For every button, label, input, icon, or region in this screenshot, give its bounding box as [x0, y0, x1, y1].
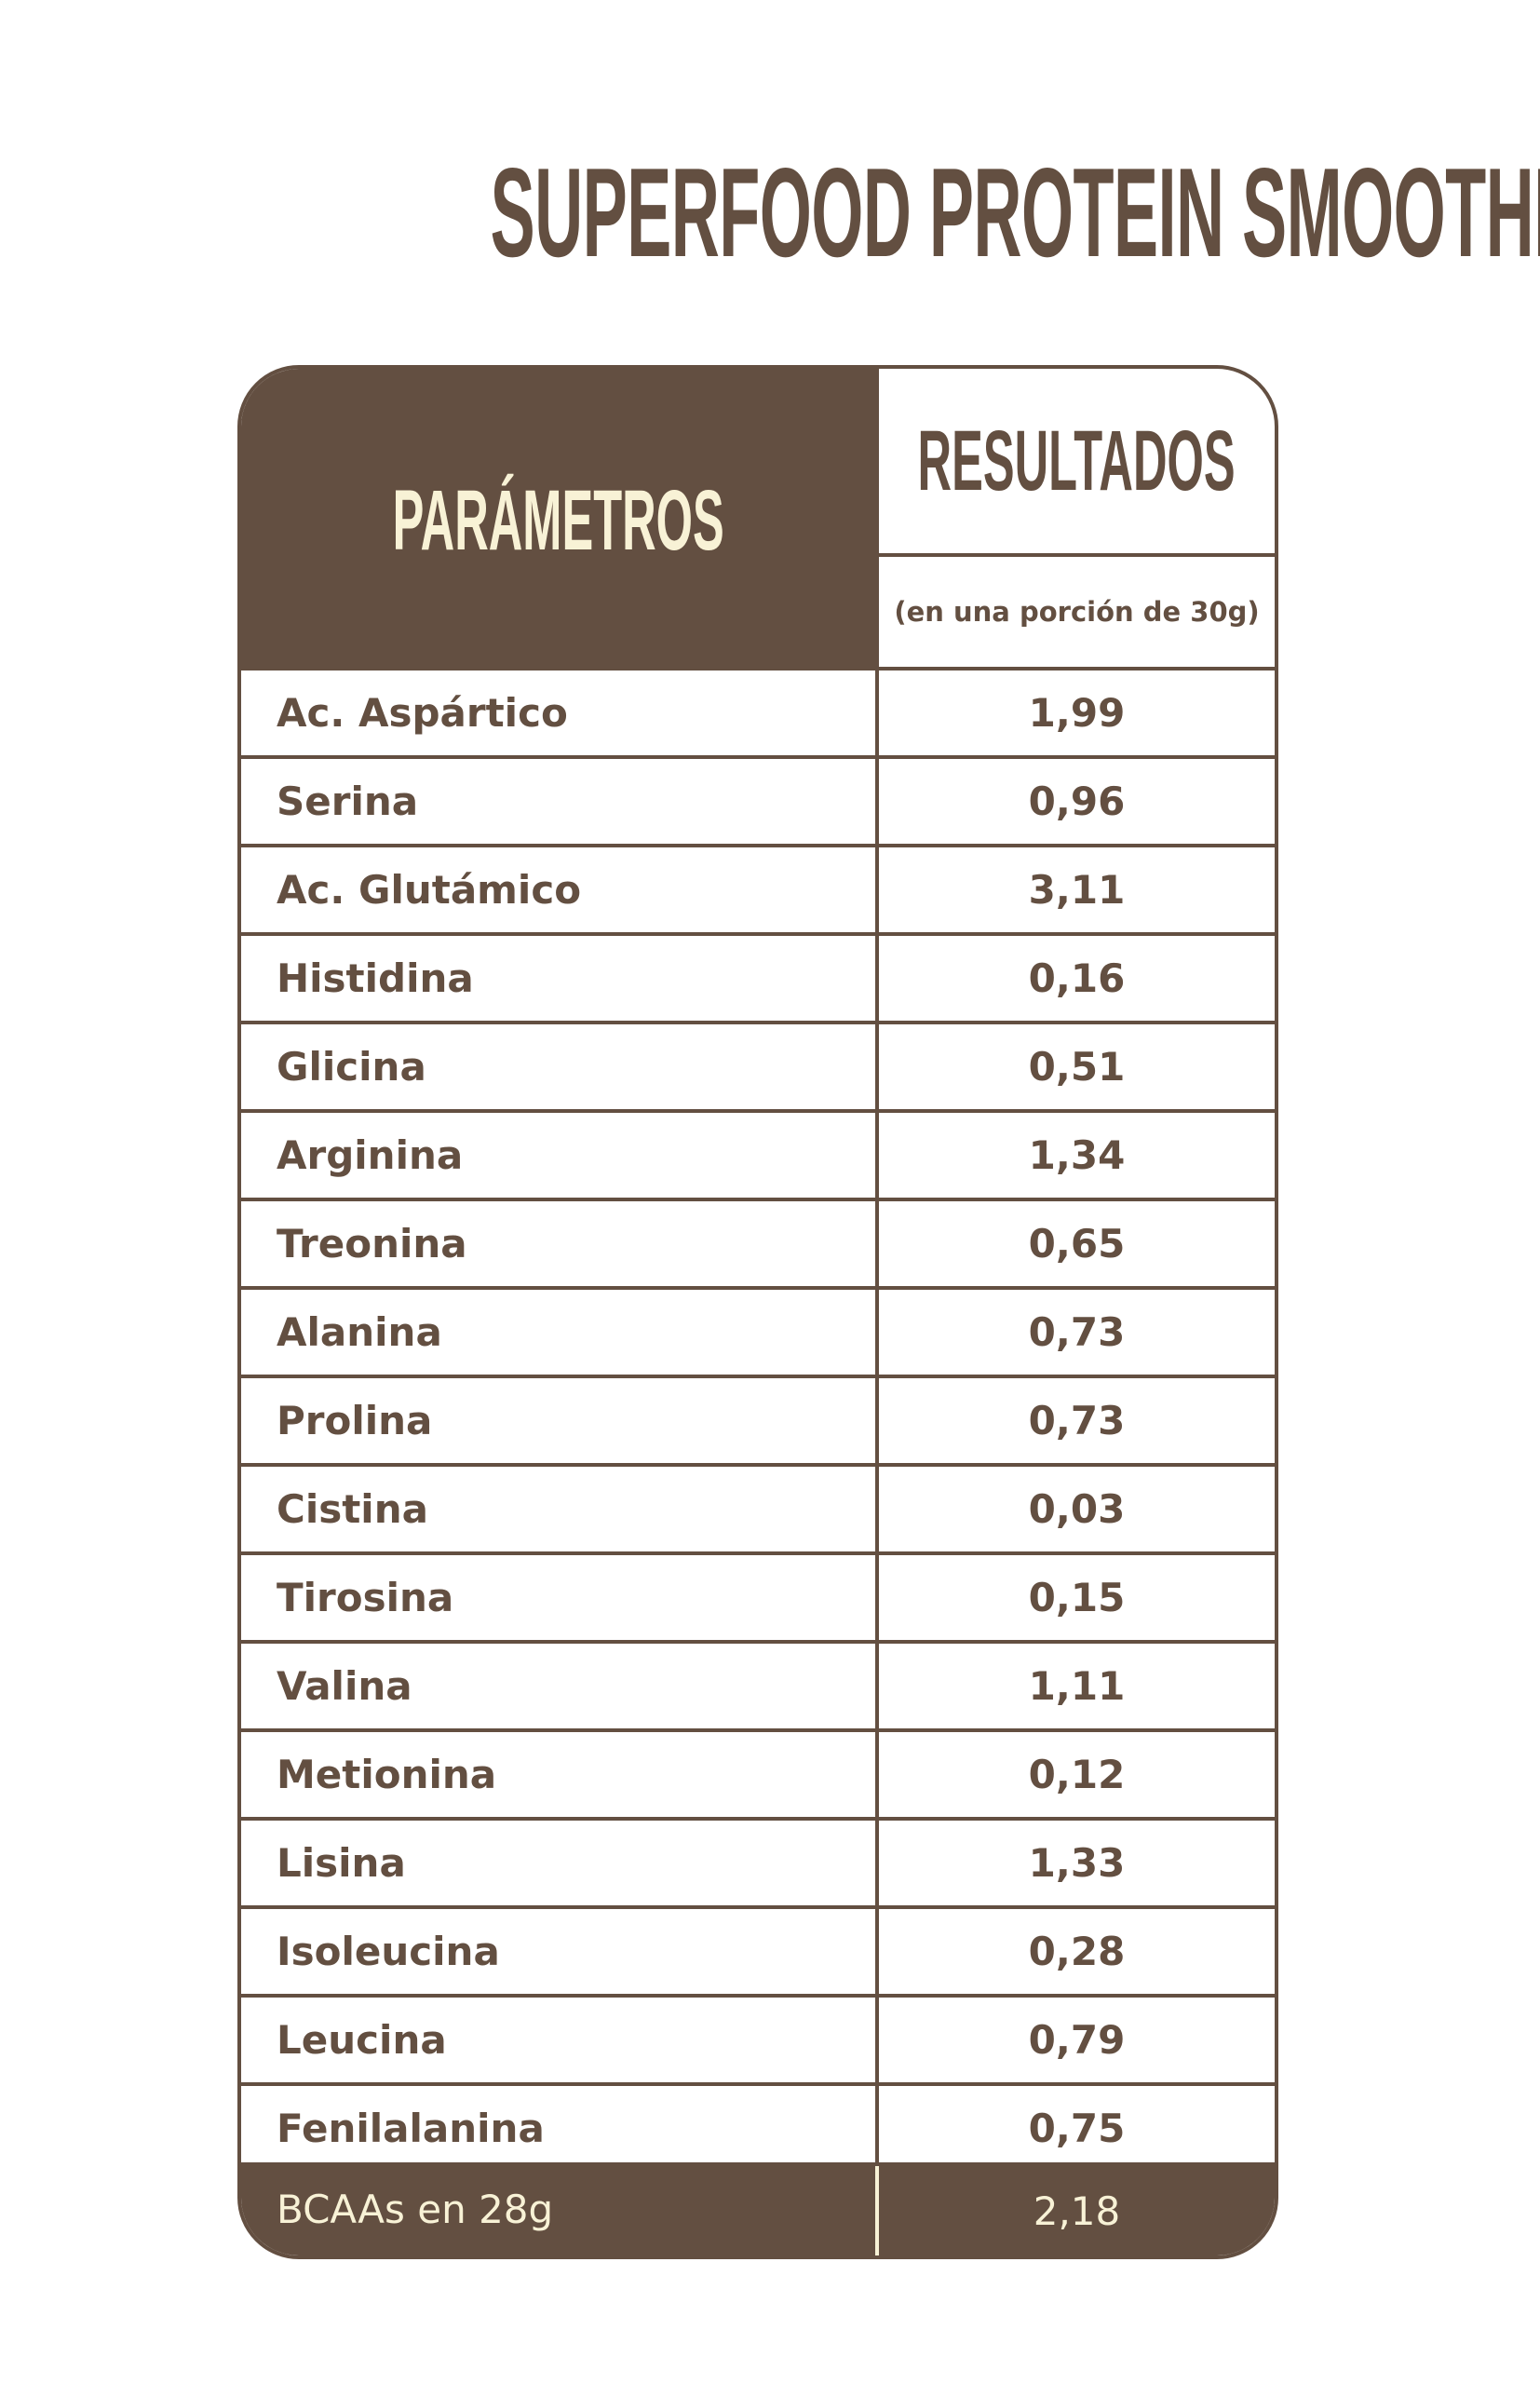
row-name: Histidina: [277, 955, 474, 1001]
title-container: SUPERFOOD PROTEIN SMOOTHIE: [0, 149, 1540, 276]
row-value: 0,79: [875, 1998, 1275, 2082]
table-row: Ac. Glutámico 3,11: [241, 844, 1275, 932]
table-row: Histidina 0,16: [241, 932, 1275, 1021]
row-name: Ac. Glutámico: [277, 867, 582, 913]
header-parameters: PARÁMETROS: [392, 473, 724, 568]
row-value: 1,99: [875, 670, 1275, 755]
row-name: Arginina: [277, 1132, 464, 1178]
row-value: 0,15: [875, 1555, 1275, 1640]
row-name: Lisina: [277, 1840, 406, 1886]
row-value: 0,96: [875, 759, 1275, 844]
header-results-cell: RESULTADOS: [875, 369, 1275, 557]
table-row: Glicina 0,51: [241, 1021, 1275, 1109]
row-name: Fenilalanina: [277, 2106, 545, 2151]
row-name: Metionina: [277, 1752, 497, 1797]
row-name: Valina: [277, 1663, 412, 1709]
table-row: Valina 1,11: [241, 1640, 1275, 1728]
header-results-subtitle: (en una porción de 30g): [875, 557, 1275, 667]
table-row: Arginina 1,34: [241, 1109, 1275, 1198]
footer-name: BCAAs en 28g: [277, 2186, 554, 2232]
row-value: 1,34: [875, 1113, 1275, 1198]
table-body: Ac. Aspártico 1,99 Serina 0,96 Ac. Glutámico…: [241, 667, 1275, 2171]
footer-value: 2,18: [875, 2166, 1275, 2255]
row-name: Leucina: [277, 2017, 447, 2063]
row-name: Alanina: [277, 1309, 442, 1355]
row-value: 1,11: [875, 1644, 1275, 1728]
row-value: 0,75: [875, 2086, 1275, 2171]
table-row: Alanina 0,73: [241, 1286, 1275, 1375]
table-row: Prolina 0,73: [241, 1375, 1275, 1463]
table-row: Lisina 1,33: [241, 1817, 1275, 1905]
table-row: Fenilalanina 0,75: [241, 2082, 1275, 2171]
table-row: Metionina 0,12: [241, 1728, 1275, 1817]
table-row: Leucina 0,79: [241, 1994, 1275, 2082]
table-row: Isoleucina 0,28: [241, 1905, 1275, 1994]
row-value: 0,73: [875, 1378, 1275, 1463]
row-name: Cistina: [277, 1486, 428, 1532]
row-value: 0,73: [875, 1290, 1275, 1375]
row-name: Prolina: [277, 1398, 433, 1443]
row-name: Glicina: [277, 1044, 426, 1090]
row-name: Tirosina: [277, 1575, 454, 1620]
row-value: 0,28: [875, 1909, 1275, 1994]
row-value: 0,12: [875, 1732, 1275, 1817]
amino-acid-table: PARÁMETROS RESULTADOS (en una porción de…: [237, 365, 1278, 2259]
row-value: 3,11: [875, 847, 1275, 932]
row-value: 0,03: [875, 1467, 1275, 1551]
row-name: Ac. Aspártico: [277, 690, 568, 736]
row-value: 1,33: [875, 1821, 1275, 1905]
row-name: Serina: [277, 779, 419, 824]
row-name: Isoleucina: [277, 1929, 500, 1974]
table-footer-row: BCAAs en 28g 2,18: [241, 2162, 1275, 2255]
row-value: 0,16: [875, 936, 1275, 1021]
table-row: Serina 0,96: [241, 755, 1275, 844]
table-row: Treonina 0,65: [241, 1198, 1275, 1286]
page-title: SUPERFOOD PROTEIN SMOOTHIE: [490, 142, 1540, 283]
row-value: 0,51: [875, 1024, 1275, 1109]
table-row: Tirosina 0,15: [241, 1551, 1275, 1640]
table-row: Cistina 0,03: [241, 1463, 1275, 1551]
header-parameters-cell: PARÁMETROS: [241, 369, 875, 667]
table-row: Ac. Aspártico 1,99: [241, 667, 1275, 755]
row-name: Treonina: [277, 1221, 467, 1266]
header-results: RESULTADOS: [917, 413, 1236, 508]
row-value: 0,65: [875, 1201, 1275, 1286]
